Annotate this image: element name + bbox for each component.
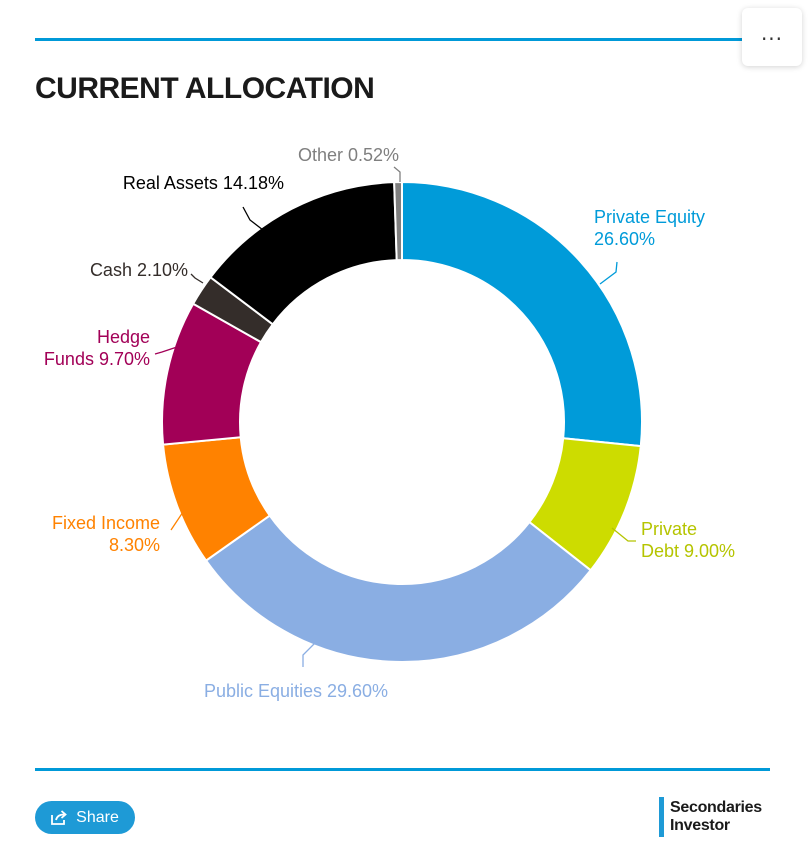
- leader-line-private-equity: [599, 261, 618, 285]
- data-label-hedge-funds: Hedge Funds 9.70%: [44, 327, 150, 369]
- share-icon: [51, 810, 68, 825]
- slice-private-equity[interactable]: [401, 180, 643, 448]
- brand-logo: Secondaries Investor: [659, 797, 762, 837]
- data-label-public-equities: Public Equities 29.60%: [204, 681, 388, 701]
- data-label-private-debt: Private Debt 9.00%: [641, 519, 735, 561]
- data-label-fixed-income: Fixed Income 8.30%: [52, 513, 160, 555]
- top-divider: [35, 38, 770, 41]
- data-label-real-assets: Real Assets 14.18%: [123, 173, 284, 193]
- leader-line-private-debt: [611, 527, 636, 542]
- data-label-private-equity: Private Equity 26.60%: [594, 207, 705, 249]
- more-icon: ...: [760, 21, 784, 45]
- leader-line-real-assets: [242, 206, 264, 231]
- leader-line-cash: [190, 273, 204, 284]
- data-label-cash: Cash 2.10%: [90, 260, 188, 280]
- bottom-divider: [35, 768, 770, 771]
- share-label: Share: [76, 808, 119, 826]
- data-label-other: Other 0.52%: [298, 145, 399, 165]
- donut-chart: Private Equity 26.60% Private Debt 9.00% Pub…: [44, 145, 735, 701]
- leader-line-hedge-funds: [154, 346, 178, 355]
- chart-menu-button[interactable]: ...: [742, 8, 802, 66]
- brand-line-1: Secondaries: [670, 799, 762, 816]
- leader-line-other: [393, 166, 401, 182]
- brand-line-2: Investor: [670, 817, 730, 834]
- share-button[interactable]: Share: [35, 801, 135, 834]
- slice-public-equities[interactable]: [204, 514, 593, 663]
- slice-other[interactable]: [393, 180, 403, 262]
- leader-line-fixed-income: [170, 511, 196, 531]
- chart-title: CURRENT ALLOCATION: [35, 72, 375, 105]
- leader-line-public-equities: [302, 640, 318, 667]
